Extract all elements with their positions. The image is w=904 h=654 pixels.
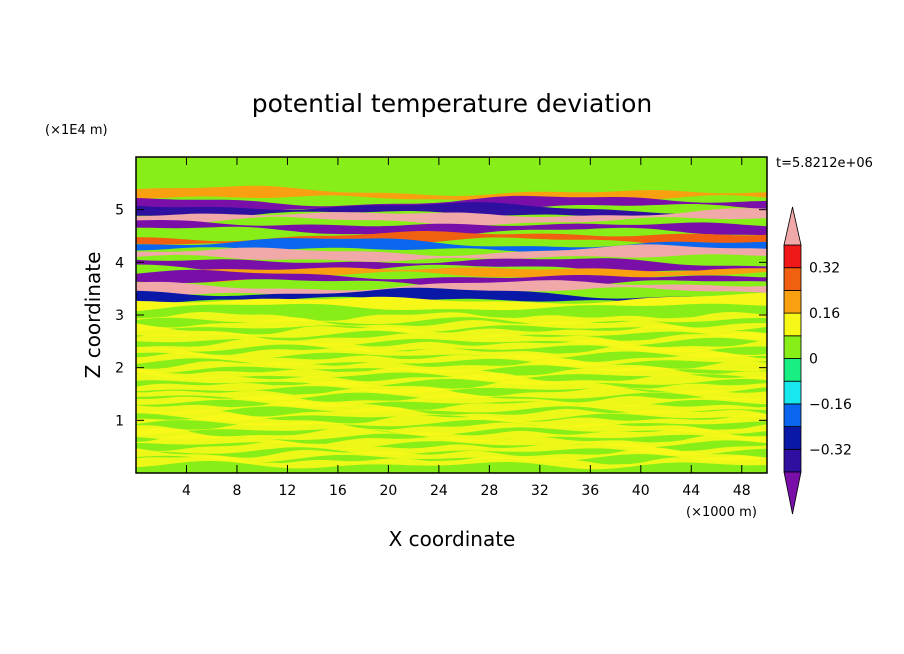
field-texture-band	[136, 312, 767, 325]
y-axis: 1 2 3 4 5	[115, 203, 767, 429]
field-texture-band	[136, 351, 767, 367]
colorbar-box	[783, 267, 802, 291]
field-texture-band	[136, 455, 767, 470]
colorbar-box	[783, 312, 802, 337]
x-tick-label: 40	[632, 483, 650, 499]
colorbar-box	[783, 358, 802, 382]
x-tick-label: 20	[379, 483, 397, 499]
time-label: t=5.8212e+06	[776, 156, 873, 171]
field-texture-band	[136, 427, 767, 442]
contour-band	[136, 292, 767, 312]
colorbar-tick-label: 0.16	[809, 306, 840, 322]
y-tick-label: 2	[115, 361, 124, 377]
field-texture-band	[136, 413, 767, 428]
contour-band	[136, 244, 767, 262]
colorbar-box	[783, 380, 802, 405]
contour-band	[136, 202, 767, 219]
x-unit-label: (×1000 m)	[686, 505, 757, 520]
y-unit-label: (×1E4 m)	[45, 123, 108, 138]
colorbar-box	[783, 426, 802, 450]
x-tick-label: 16	[329, 483, 347, 499]
field-texture-band	[136, 345, 767, 360]
chart-title: potential temperature deviation	[252, 89, 652, 118]
colorbar-box	[783, 335, 802, 359]
colorbar-min-arrow	[783, 471, 802, 515]
x-tick-label: 36	[581, 483, 599, 499]
colorbar: 0.32 0.16 0 −0.16 −0.32	[783, 206, 852, 515]
x-tick-label: 28	[480, 483, 498, 499]
colorbar-box	[783, 244, 802, 269]
field-texture-band	[136, 372, 767, 387]
field-texture-band	[136, 421, 767, 435]
plot-area	[136, 157, 767, 473]
x-axis-title: X coordinate	[389, 527, 516, 551]
colorbar-tick-label: 0.32	[809, 261, 840, 277]
x-tick-label: 8	[232, 483, 241, 499]
field-texture-band	[136, 392, 767, 408]
x-tick-label: 32	[531, 483, 549, 499]
x-tick-label: 12	[279, 483, 297, 499]
contour-band	[136, 287, 767, 304]
contour-band	[136, 208, 767, 226]
field-texture-band	[136, 380, 767, 394]
y-tick-label: 1	[115, 413, 124, 429]
x-tick-label: 4	[182, 483, 191, 499]
colorbar-tick-label: 0	[809, 352, 818, 368]
field-texture-band	[136, 358, 767, 374]
colorbar-max-arrow	[783, 206, 802, 246]
x-tick-label: 24	[430, 483, 448, 499]
colorbar-box	[783, 403, 802, 427]
y-tick-label: 3	[115, 308, 124, 324]
field-texture-band	[136, 434, 767, 449]
contour-band	[136, 269, 767, 288]
x-axis: 4 8 12 16 20 24 28 32 36 40 44 48	[182, 157, 751, 499]
field-texture-band	[136, 447, 767, 463]
colorbar-tick-label: −0.32	[809, 442, 852, 458]
contour-band	[136, 220, 767, 237]
contour-band	[136, 280, 767, 296]
y-tick-label: 4	[115, 255, 124, 271]
field-texture-band	[136, 324, 767, 340]
colorbar-box	[783, 289, 802, 314]
colorbar-box	[783, 448, 802, 473]
x-tick-label: 44	[682, 483, 700, 499]
field-texture-band	[136, 406, 767, 422]
field-texture-band	[136, 332, 767, 346]
colorbar-tick-label: −0.16	[809, 397, 852, 413]
y-axis-title: Z coordinate	[81, 252, 105, 379]
field-texture-band	[136, 386, 767, 401]
y-tick-label: 5	[115, 203, 124, 219]
x-tick-label: 48	[733, 483, 751, 499]
